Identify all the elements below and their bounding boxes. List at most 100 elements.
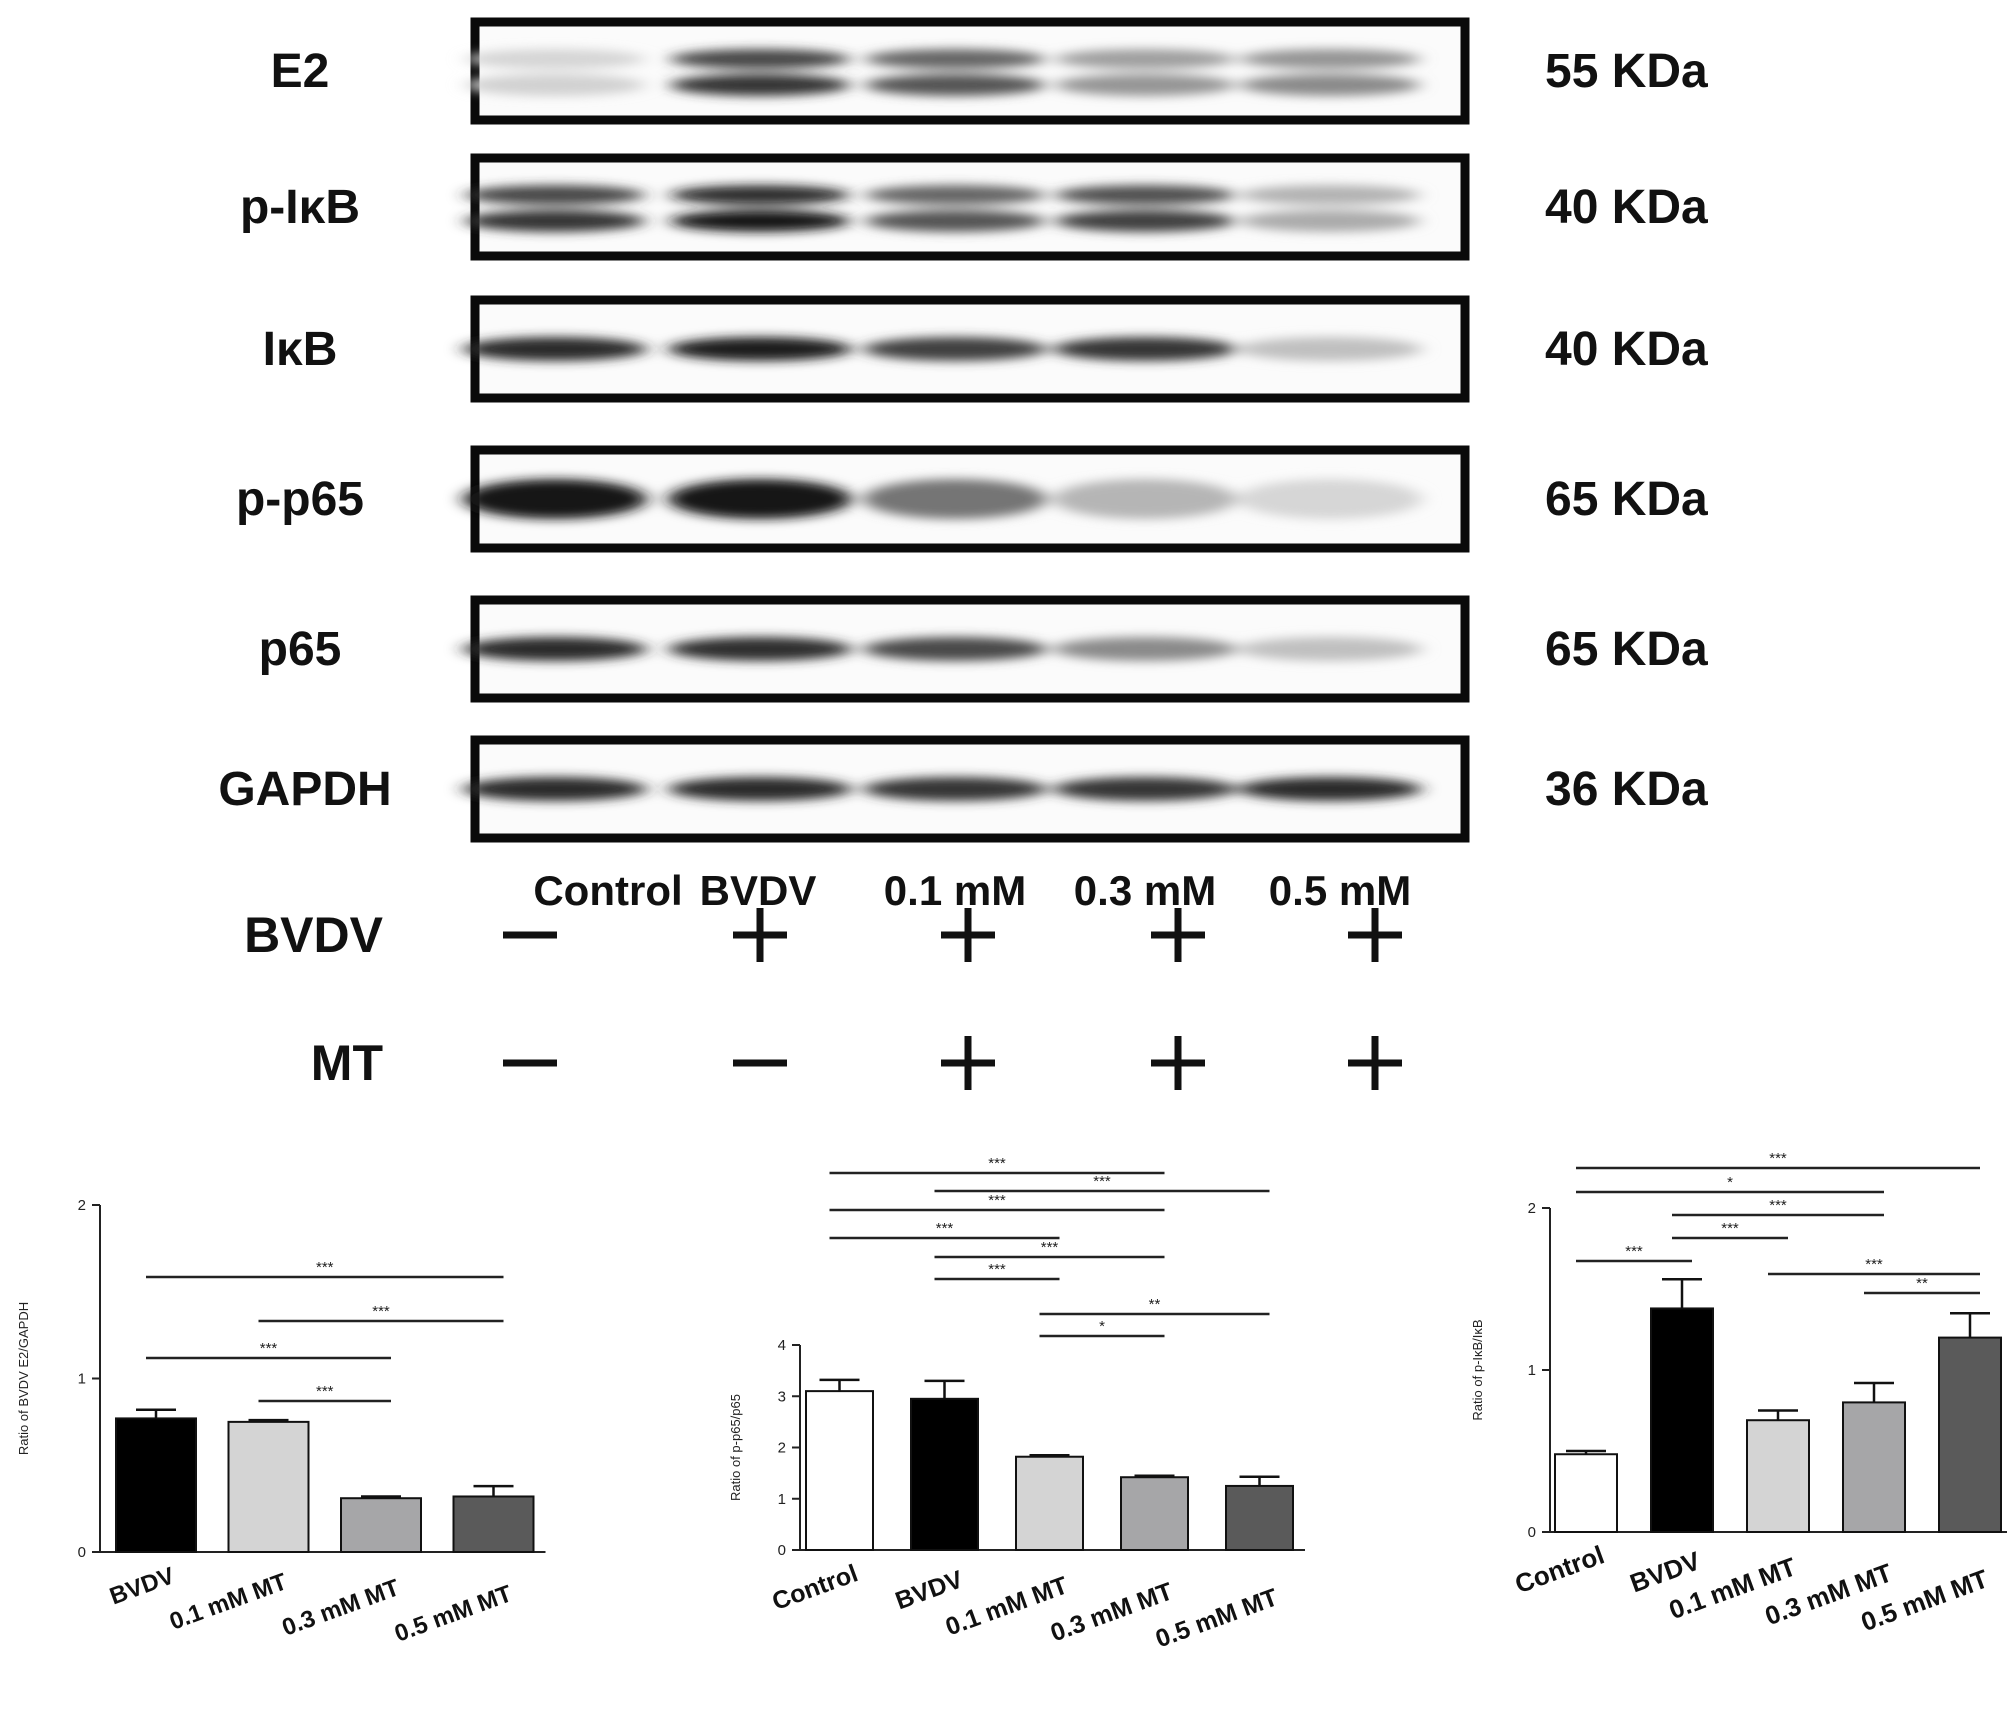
plus-icon: + — [1151, 908, 1205, 962]
y-tick-label: 1 — [778, 1491, 786, 1508]
blot-band — [1240, 185, 1420, 205]
blot-band — [463, 337, 647, 361]
blot-band — [1053, 337, 1237, 361]
plus-icon: + — [941, 1036, 995, 1090]
blot-band — [670, 210, 850, 232]
bar — [910, 1397, 979, 1551]
bar — [452, 1495, 535, 1554]
y-tick-label: 1 — [78, 1371, 86, 1388]
blot-band — [863, 777, 1047, 801]
blot-band — [863, 479, 1047, 519]
bar — [1225, 1484, 1294, 1551]
y-tick-label: 1 — [1528, 1362, 1536, 1379]
y-tick-label: 0 — [1528, 1524, 1536, 1541]
x-category-label: Control — [1511, 1539, 1608, 1599]
x-category-label: Control — [768, 1559, 861, 1616]
blot-band — [863, 337, 1047, 361]
blot-band — [465, 185, 645, 205]
treatment-label: BVDV — [244, 907, 384, 963]
x-category-label: BVDV — [892, 1565, 967, 1615]
bar — [340, 1497, 422, 1553]
plus-icon: + — [1151, 1036, 1205, 1090]
blot-row: p-p65 65 KDa — [236, 445, 1708, 553]
significance-label: *** — [316, 1259, 334, 1276]
bands — [463, 777, 1422, 801]
y-tick-label: 4 — [778, 1337, 786, 1354]
significance-label: *** — [988, 1192, 1006, 1209]
blot-row: p65 65 KDa — [259, 595, 1708, 703]
blot-band — [1053, 637, 1237, 661]
blot-band — [465, 74, 645, 96]
blot-band — [1238, 337, 1422, 361]
bar — [1650, 1307, 1714, 1533]
blot-band — [670, 74, 850, 96]
kda-label: 40 KDa — [1545, 323, 1708, 376]
blot-band — [1240, 74, 1420, 96]
protein-label: p-p65 — [236, 473, 364, 526]
significance-label: *** — [1093, 1173, 1111, 1190]
kda-label: 65 KDa — [1545, 473, 1708, 526]
lane-label: 0.1 mM — [884, 867, 1026, 914]
y-axis-label: Ratio of BVDV E2/GAPDH — [16, 1302, 31, 1455]
blot-band — [1240, 49, 1420, 69]
blot-band — [863, 637, 1047, 661]
significance-label: *** — [936, 1220, 954, 1237]
bands — [463, 479, 1422, 519]
significance-label: *** — [1769, 1197, 1787, 1214]
kda-label: 36 KDa — [1545, 763, 1708, 816]
blot-band — [1240, 210, 1420, 232]
x-category-label: 0.1 mM MT — [166, 1568, 291, 1635]
significance-label: *** — [260, 1340, 278, 1357]
blot-band — [670, 185, 850, 205]
bands — [463, 337, 1422, 361]
y-axis-label: Ratio of p-p65/p65 — [728, 1394, 743, 1501]
y-tick-label: 0 — [778, 1542, 786, 1559]
lane-label: 0.5 mM — [1269, 867, 1411, 914]
significance-label: *** — [372, 1303, 390, 1320]
protein-label: E2 — [271, 45, 330, 98]
treatment-label: MT — [311, 1035, 383, 1091]
minus-icon: — — [733, 1059, 787, 1067]
blot-band — [1055, 49, 1235, 69]
blot-band — [463, 479, 647, 519]
minus-icon: — — [503, 1059, 557, 1067]
blot-frame — [470, 153, 1470, 261]
significance-label: *** — [988, 1155, 1006, 1172]
blot-band — [465, 49, 645, 69]
significance-label: *** — [316, 1383, 334, 1400]
blot-band — [1053, 777, 1237, 801]
blot-band — [865, 210, 1045, 232]
y-tick-label: 3 — [778, 1388, 786, 1405]
blot-band — [668, 337, 852, 361]
bar — [1938, 1336, 2002, 1533]
y-tick-label: 2 — [778, 1440, 786, 1457]
bar — [1120, 1476, 1189, 1552]
significance-label: ** — [1916, 1275, 1928, 1292]
y-tick-label: 0 — [78, 1544, 86, 1561]
blot-row: IκB 40 KDa — [263, 295, 1708, 403]
significance-label: *** — [1041, 1239, 1059, 1256]
bar — [115, 1417, 197, 1553]
y-axis-label: Ratio of p-IκB/IκB — [1470, 1319, 1485, 1420]
blot-band — [865, 185, 1045, 205]
blot-band — [463, 777, 647, 801]
plus-icon: + — [733, 908, 787, 962]
lane-label: 0.3 mM — [1074, 867, 1216, 914]
blot-row: E2 55 KDa — [271, 17, 1708, 125]
kda-label: 40 KDa — [1545, 181, 1708, 234]
blot-row: p-IκB 40 KDa — [240, 153, 1708, 261]
significance-label: *** — [1721, 1220, 1739, 1237]
protein-label: p65 — [259, 623, 342, 676]
plus-icon: + — [1348, 1036, 1402, 1090]
blot-band — [668, 479, 852, 519]
bar — [1554, 1453, 1618, 1533]
blot-band — [1053, 479, 1237, 519]
blot-band — [668, 637, 852, 661]
significance-label: *** — [1625, 1243, 1643, 1260]
bands — [463, 637, 1422, 661]
plus-icon: + — [1348, 908, 1402, 962]
blot-band — [670, 49, 850, 69]
